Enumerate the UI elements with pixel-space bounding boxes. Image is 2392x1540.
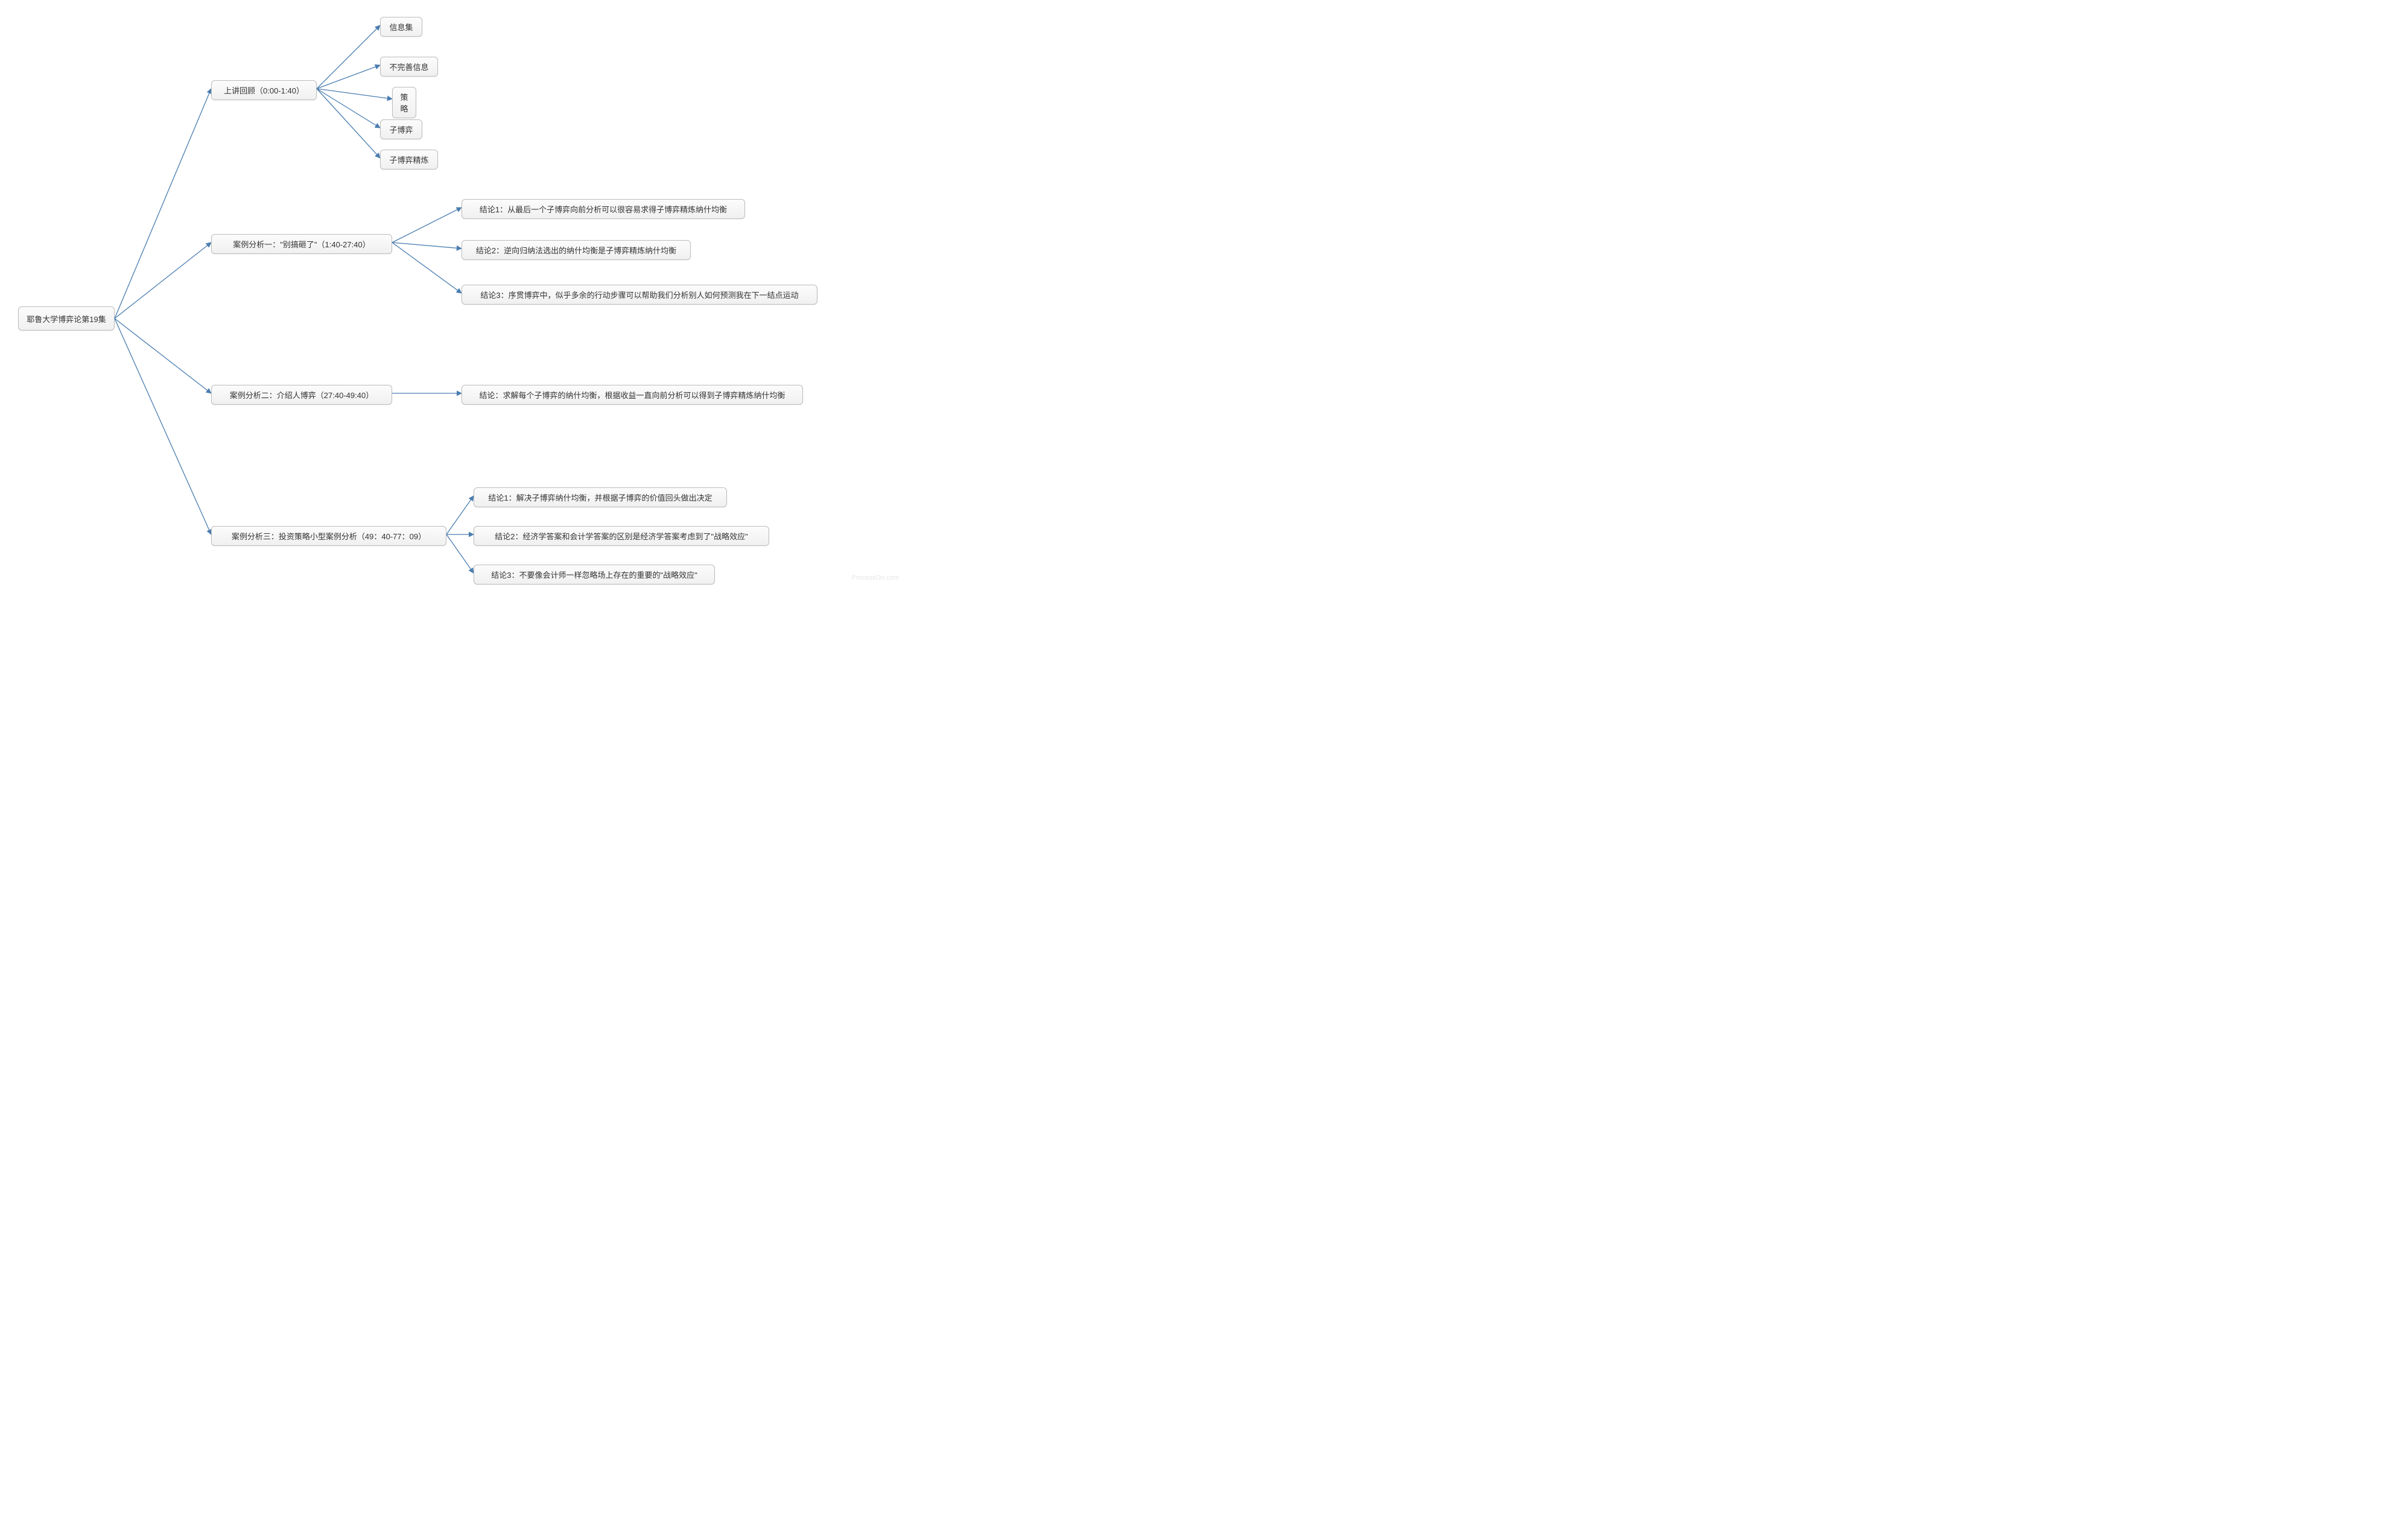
node-b3[interactable]: 案例分析二：介绍人博弈（27:40-49:40）	[211, 385, 392, 405]
edge-b1-c2	[317, 65, 380, 89]
edge-b4-f3	[446, 534, 474, 573]
edge-b4-f1	[446, 496, 474, 534]
node-c4[interactable]: 子博弈	[380, 119, 422, 139]
node-d1[interactable]: 结论1：从最后一个子博弈向前分析可以很容易求得子博弈精炼纳什均衡	[462, 199, 745, 219]
node-b2[interactable]: 案例分析一："别搞砸了"（1:40-27:40）	[211, 234, 392, 254]
edge-b1-c5	[317, 89, 380, 158]
node-f2[interactable]: 结论2：经济学答案和会计学答案的区别是经济学答案考虑到了"战略效应"	[474, 526, 769, 546]
edge-root-b2	[115, 242, 211, 318]
edge-root-b1	[115, 89, 211, 318]
node-c3[interactable]: 策略	[392, 87, 416, 118]
edge-root-b3	[115, 318, 211, 393]
edge-b2-d3	[392, 242, 462, 293]
edge-b1-c3	[317, 89, 392, 99]
node-f1[interactable]: 结论1：解决子博弈纳什均衡，并根据子博弈的价值回头做出决定	[474, 487, 727, 507]
node-f3[interactable]: 结论3：不要像会计师一样忽略场上存在的重要的"战略效应"	[474, 565, 715, 585]
edge-b2-d1	[392, 208, 462, 242]
node-d3[interactable]: 结论3：序贯博弈中，似乎多余的行动步骤可以帮助我们分析别人如何预测我在下一结点运…	[462, 285, 817, 305]
node-b1[interactable]: 上讲回顾（0:00-1:40）	[211, 80, 317, 100]
node-d2[interactable]: 结论2：逆向归纳法选出的纳什均衡是子博弈精炼纳什均衡	[462, 240, 691, 260]
watermark: ProcessOn.com	[852, 574, 899, 581]
node-c5[interactable]: 子博弈精炼	[380, 150, 438, 170]
node-c2[interactable]: 不完善信息	[380, 57, 438, 77]
edge-b1-c1	[317, 25, 380, 89]
node-root[interactable]: 耶鲁大学博弈论第19集	[18, 306, 115, 331]
node-b4[interactable]: 案例分析三：投资策略小型案例分析（49：40-77：09）	[211, 526, 446, 546]
edge-root-b4	[115, 318, 211, 534]
edge-b2-d2	[392, 242, 462, 249]
node-c1[interactable]: 信息集	[380, 17, 422, 37]
node-e1[interactable]: 结论：求解每个子博弈的纳什均衡，根据收益一直向前分析可以得到子博弈精炼纳什均衡	[462, 385, 803, 405]
edge-b1-c4	[317, 89, 380, 128]
